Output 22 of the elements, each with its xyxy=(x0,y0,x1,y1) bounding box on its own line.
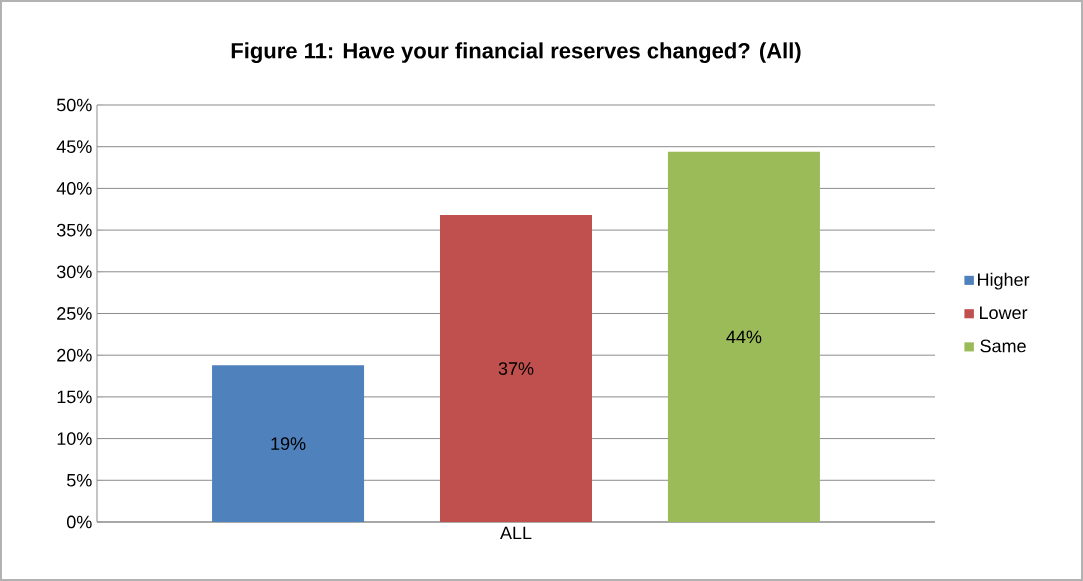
y-tick-label: 40% xyxy=(56,182,92,195)
data-label: 37% xyxy=(498,362,534,375)
legend-label: Higher xyxy=(978,272,1030,290)
bar xyxy=(440,215,592,522)
y-tick-label: 50% xyxy=(56,98,92,112)
data-label: 44% xyxy=(726,330,762,344)
y-tick-label: 0% xyxy=(66,515,92,529)
bar xyxy=(667,151,820,522)
chart-title: Figure 11: Have your financial reserves changed? (All) xyxy=(231,42,801,63)
y-tick-label: 15% xyxy=(57,390,92,404)
y-tick-label: 25% xyxy=(57,307,92,320)
y-tick-label: 35% xyxy=(56,223,92,237)
y-tick-label: 20% xyxy=(57,348,92,362)
y-tick-label: 30% xyxy=(56,265,92,279)
bar xyxy=(212,365,365,522)
y-tick-label: 5% xyxy=(66,473,92,487)
x-tick-label: ALL xyxy=(500,526,532,540)
data-label: 19% xyxy=(271,437,306,450)
y-tick-label: 45% xyxy=(56,140,92,154)
legend-label: Same xyxy=(980,339,1026,353)
y-tick-label: 10% xyxy=(57,432,92,445)
legend-label: Lower xyxy=(980,306,1028,320)
